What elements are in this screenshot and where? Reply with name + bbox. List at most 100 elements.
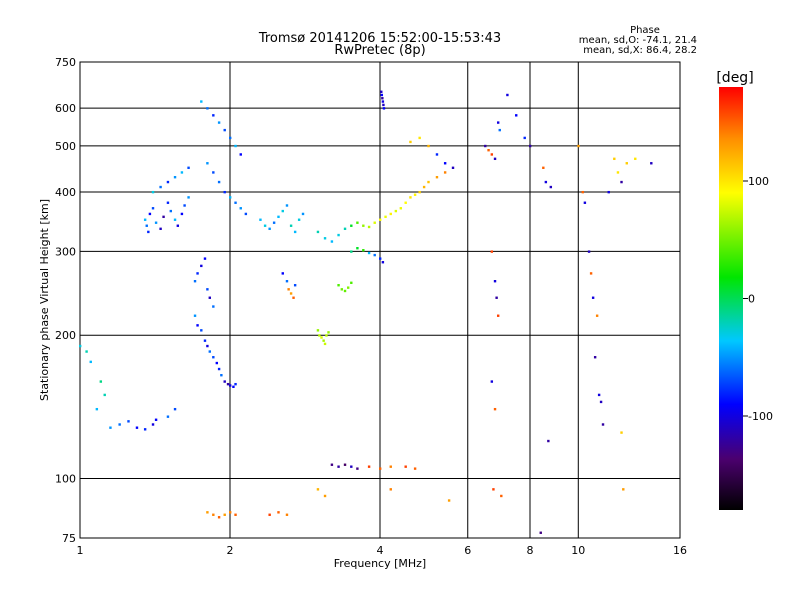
y-tick-label: 200 <box>55 329 76 342</box>
x-tick-label: 8 <box>527 544 534 557</box>
data-point <box>487 148 490 152</box>
data-point <box>151 207 155 210</box>
data-point <box>220 374 223 377</box>
data-point <box>234 144 237 148</box>
data-point <box>367 251 371 255</box>
data-point <box>180 212 184 216</box>
data-point <box>316 230 320 234</box>
data-point <box>622 488 625 491</box>
colorbar-tick-label: 100 <box>748 175 769 188</box>
data-point <box>212 114 215 117</box>
data-point <box>337 284 340 287</box>
data-point <box>356 467 359 470</box>
data-point <box>620 180 623 184</box>
x-tick-label: 4 <box>377 544 384 557</box>
data-point <box>289 292 293 295</box>
data-point <box>206 107 209 110</box>
data-point <box>196 324 199 327</box>
data-point <box>109 426 112 429</box>
data-point <box>99 380 103 383</box>
x-tick-label: 6 <box>464 544 471 557</box>
y-tick-label: 75 <box>62 532 76 545</box>
data-point <box>435 175 439 179</box>
data-point <box>272 221 276 224</box>
data-point <box>490 380 494 383</box>
data-point <box>281 209 284 213</box>
data-point <box>350 281 353 284</box>
data-point <box>154 221 158 224</box>
data-point <box>337 233 340 237</box>
data-point <box>234 201 237 204</box>
data-point <box>316 488 320 491</box>
data-point <box>289 224 293 227</box>
data-point <box>382 107 386 110</box>
data-point <box>232 385 235 389</box>
data-point <box>380 90 383 93</box>
data-point <box>547 439 550 443</box>
data-point <box>346 286 350 289</box>
data-point <box>159 227 162 231</box>
data-point <box>381 97 384 100</box>
data-point <box>166 201 170 204</box>
data-point <box>268 227 271 231</box>
data-point <box>418 190 421 194</box>
data-point <box>239 207 242 210</box>
data-point <box>340 288 344 291</box>
x-tick-label: 2 <box>227 544 234 557</box>
data-point <box>183 204 186 207</box>
data-point <box>323 237 327 240</box>
data-point <box>409 196 412 199</box>
data-point <box>591 296 595 299</box>
data-point <box>226 382 230 386</box>
data-point <box>147 230 150 234</box>
data-point <box>595 314 599 317</box>
data-point <box>356 221 359 224</box>
stats-line-x: mean, sd,X: 86.4, 28.2 <box>583 45 697 56</box>
data-point <box>229 384 232 387</box>
data-point <box>103 393 106 397</box>
data-point <box>176 224 180 227</box>
data-point <box>389 488 392 491</box>
data-point <box>394 209 398 213</box>
data-point <box>496 121 500 124</box>
data-point <box>404 465 407 468</box>
colorbar: [deg] 100 0 -100 <box>716 70 773 510</box>
data-point <box>320 336 323 339</box>
data-point <box>301 212 305 216</box>
data-point <box>330 240 334 243</box>
data-point <box>451 166 455 169</box>
data-point <box>223 380 226 383</box>
y-tick-label: 300 <box>55 245 76 258</box>
data-point <box>413 193 417 196</box>
data-point <box>285 204 289 207</box>
data-point <box>350 250 353 253</box>
data-point <box>173 218 177 221</box>
data-point <box>79 344 82 348</box>
data-point <box>496 314 500 317</box>
data-point <box>217 516 221 519</box>
data-point <box>212 305 215 308</box>
y-tick-label: 400 <box>55 186 76 199</box>
data-point <box>492 488 495 491</box>
data-point <box>196 272 199 275</box>
data-point <box>381 261 385 264</box>
data-point <box>542 166 545 169</box>
data-point <box>208 350 211 353</box>
data-point <box>215 361 219 365</box>
data-point <box>206 344 209 348</box>
data-point <box>193 314 197 317</box>
colorbar-tick-label: -100 <box>748 410 773 423</box>
data-point <box>223 190 226 194</box>
data-point <box>322 339 325 342</box>
data-point <box>89 360 92 364</box>
data-point <box>404 201 407 204</box>
data-point <box>223 513 226 516</box>
data-point <box>589 272 593 275</box>
data-point <box>143 428 147 431</box>
data-point <box>343 289 347 293</box>
data-point <box>343 463 347 466</box>
data-point <box>493 407 497 411</box>
data-point <box>212 356 215 359</box>
data-point <box>409 140 412 144</box>
data-point <box>206 162 209 165</box>
